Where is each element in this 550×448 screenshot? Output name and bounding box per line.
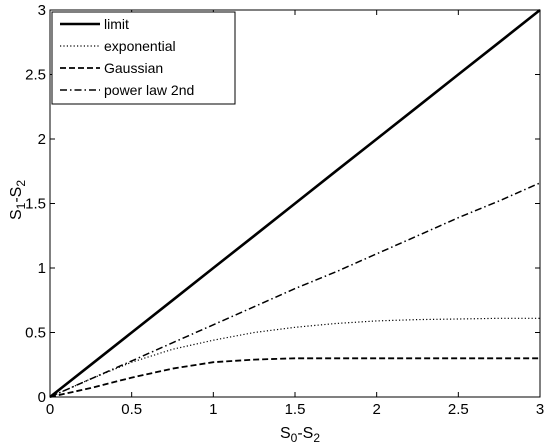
x-axis-label: S0-S2: [280, 425, 320, 445]
y-tick-label: 0.5: [25, 325, 46, 342]
x-tick-label: 1.5: [285, 401, 306, 418]
x-axis-label-main: S: [280, 425, 291, 442]
series-line-limit: [49, 8, 541, 399]
x-tick-label: 2.5: [448, 401, 469, 418]
legend-label: exponential: [104, 38, 176, 54]
y-tick-label: 2.5: [25, 67, 46, 84]
y-tick-label: 2: [38, 131, 46, 148]
x-tick-label: 1: [209, 401, 217, 418]
y-tick-label: 3: [38, 2, 46, 19]
legend-label: limit: [104, 16, 129, 32]
y-tick-label: 0: [38, 389, 46, 406]
legend: limit exponential Gaussian power law 2nd: [51, 11, 236, 105]
x-axis-label-sub2: 2: [313, 431, 320, 445]
legend-label: power law 2nd: [104, 82, 194, 98]
series-group: [49, 8, 541, 399]
y-axis-label-main: S: [8, 209, 25, 220]
series-line-exponential: [49, 317, 540, 398]
y-axis-label-sub1: 1: [14, 202, 28, 209]
x-tick-label: 0: [46, 401, 54, 418]
x-tick-label: 2: [372, 401, 380, 418]
y-axis-label-mid: -S: [8, 187, 25, 203]
series-line-power-law-2nd: [49, 182, 541, 398]
x-axis-label-sub1: 0: [291, 431, 298, 445]
x-tick-label: 0.5: [121, 401, 142, 418]
legend-box: [51, 11, 236, 105]
legend-label: Gaussian: [104, 60, 163, 76]
axis-ticks: 0 0.5 1 1.5 2 2.5 3 0 0.5 1 1.5 2 2.5 3: [25, 2, 544, 418]
y-tick-label: 1: [38, 260, 46, 277]
x-axis-label-mid: -S: [297, 425, 313, 442]
y-axis-label-sub2: 2: [14, 180, 28, 187]
series-line-gaussian: [49, 357, 540, 398]
y-tick-label: 1.5: [25, 196, 46, 213]
x-tick-label: 3: [536, 401, 544, 418]
y-axis-label: S1-S2: [8, 180, 28, 220]
